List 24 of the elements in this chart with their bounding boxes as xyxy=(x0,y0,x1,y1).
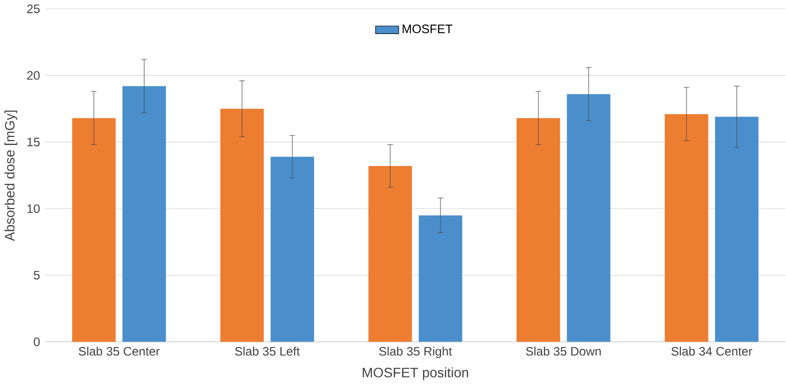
bar xyxy=(418,216,462,342)
legend-label: MOSFET xyxy=(402,24,452,34)
y-axis-title: Absorbed dose [mGy] xyxy=(4,110,18,242)
y-tick-label: 5 xyxy=(34,271,40,280)
y-tick-label: 0 xyxy=(34,338,40,346)
x-tick-label: Slab 35 Down xyxy=(526,346,601,356)
y-tick-label: 20 xyxy=(27,71,40,80)
bar xyxy=(566,94,610,342)
bar xyxy=(368,166,412,342)
bar xyxy=(270,156,314,342)
y-tick-label: 25 xyxy=(27,4,40,14)
bar xyxy=(516,118,560,342)
x-tick-label: Slab 34 Center xyxy=(671,346,752,356)
x-tick-label: Slab 35 Left xyxy=(235,346,300,356)
bar xyxy=(715,116,759,342)
bar xyxy=(72,118,116,342)
y-tick-label: 15 xyxy=(27,138,40,147)
x-tick-label: Slab 35 Right xyxy=(379,346,452,358)
x-axis-title: MOSFET position xyxy=(362,368,468,380)
bar xyxy=(220,108,264,342)
x-tick-label: Slab 35 Center xyxy=(78,346,160,356)
bar xyxy=(664,114,708,342)
bar xyxy=(122,86,166,342)
y-tick-label: 10 xyxy=(27,204,40,214)
